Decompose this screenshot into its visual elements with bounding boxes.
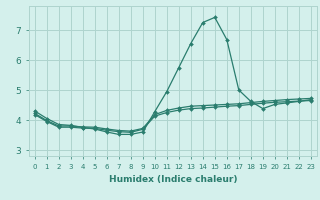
X-axis label: Humidex (Indice chaleur): Humidex (Indice chaleur): [108, 175, 237, 184]
